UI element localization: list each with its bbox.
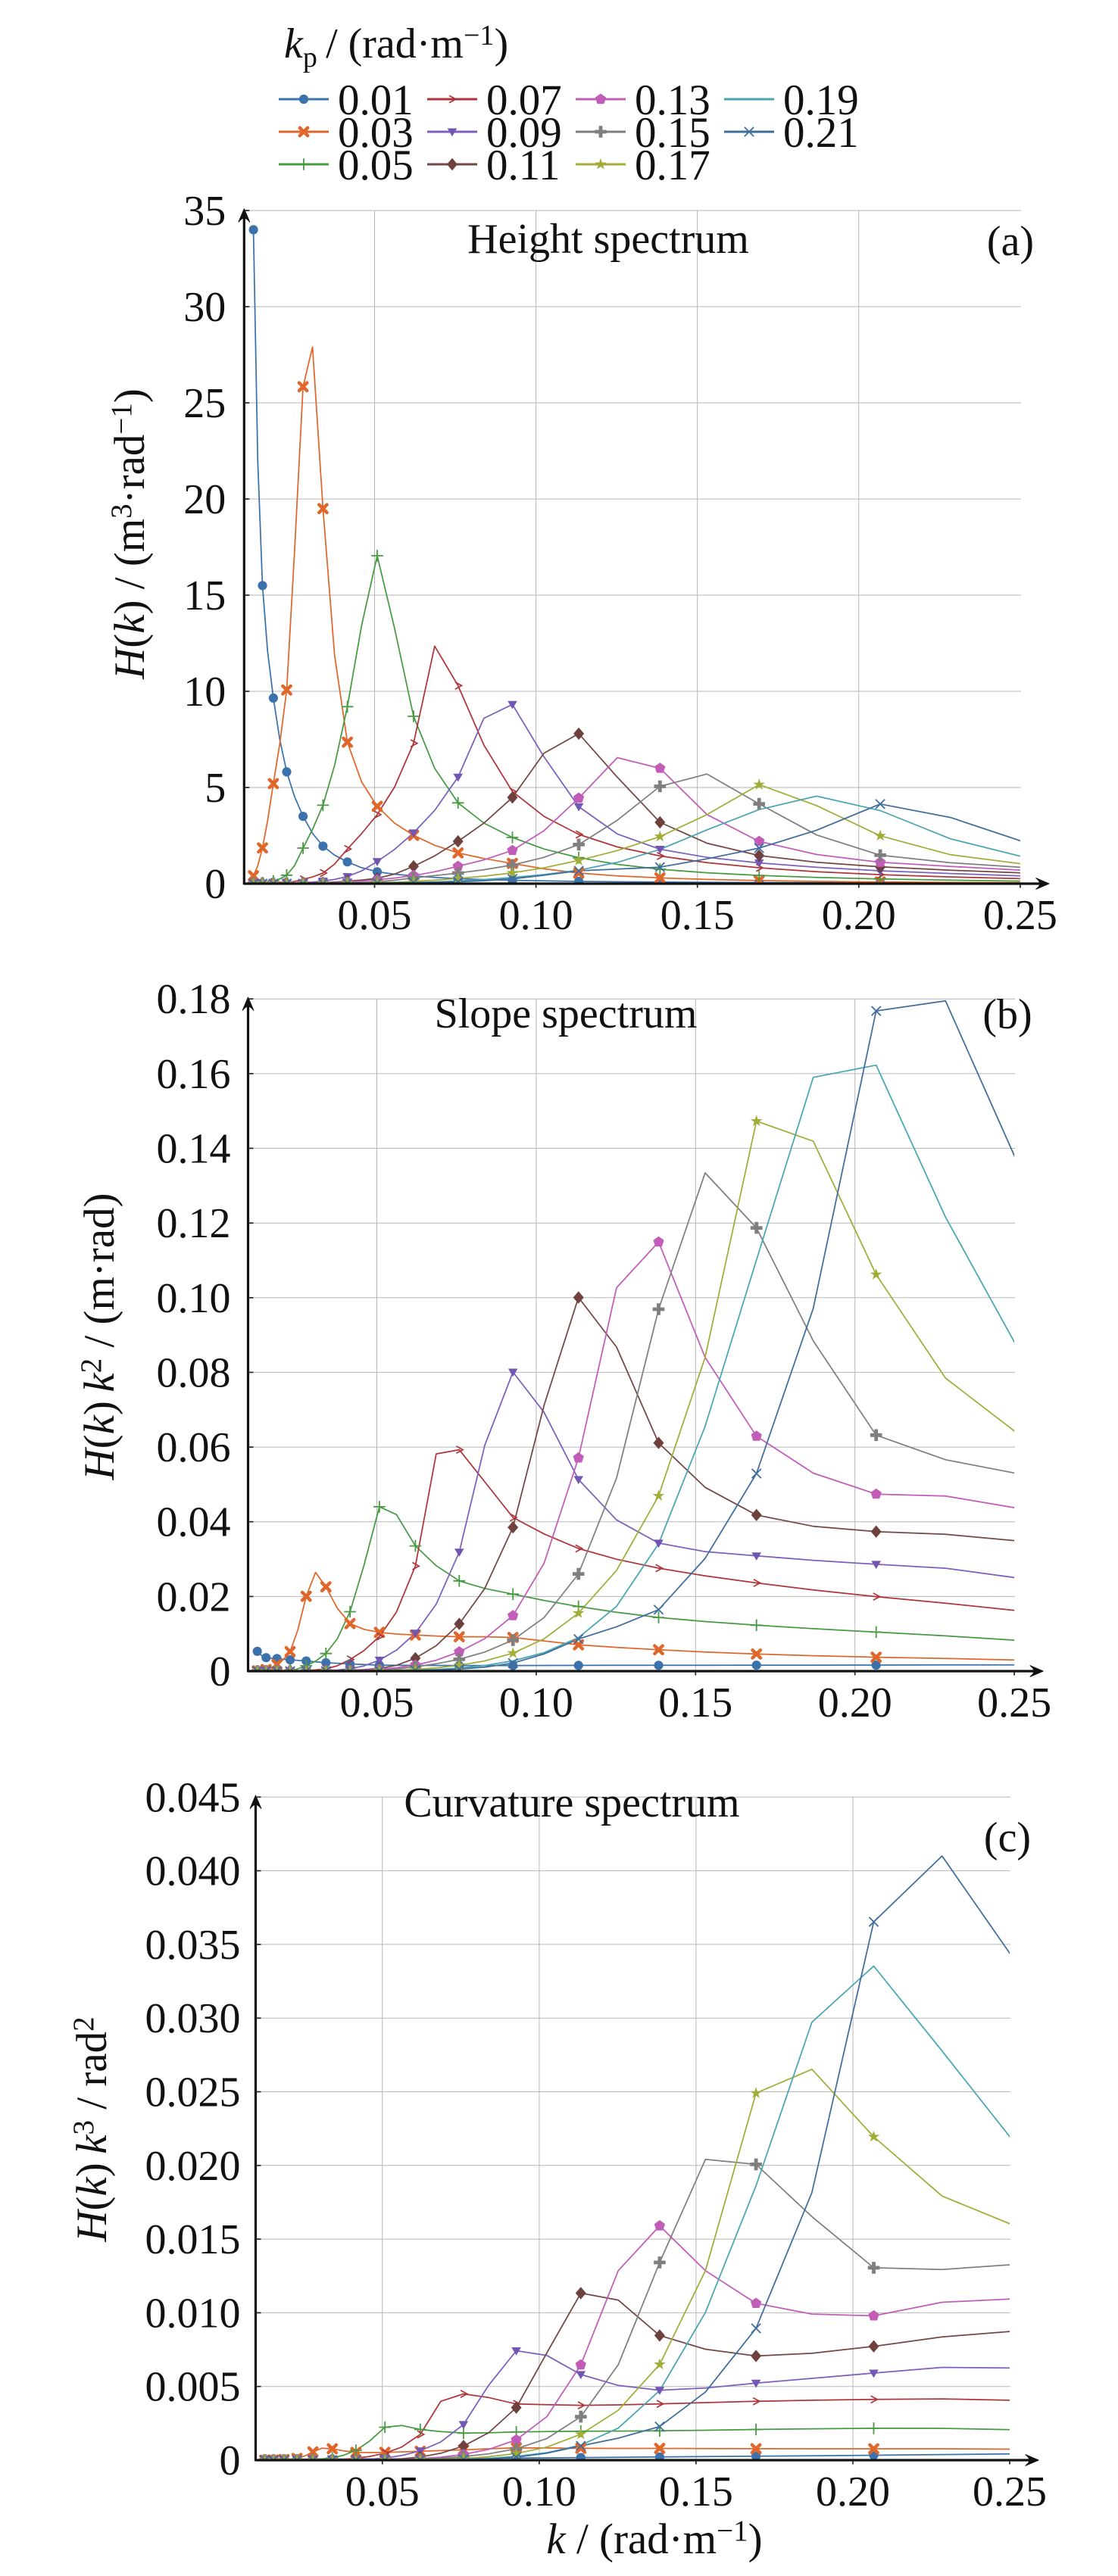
svg-text:0.16: 0.16 <box>157 1051 231 1098</box>
svg-text:10: 10 <box>183 669 226 716</box>
svg-text:0: 0 <box>210 1648 231 1695</box>
svg-text:0.10: 0.10 <box>157 1275 231 1322</box>
svg-text:0.005: 0.005 <box>145 2364 241 2411</box>
svg-text:Height spectrum: Height spectrum <box>467 216 749 263</box>
svg-text:35: 35 <box>183 188 226 235</box>
svg-text:0.06: 0.06 <box>157 1424 231 1471</box>
svg-text:0.20: 0.20 <box>818 1679 892 1726</box>
svg-text:0.13: 0.13 <box>635 76 710 124</box>
svg-text:H(k) k2 / (m·rad): H(k) k2 / (m·rad) <box>75 1193 123 1480</box>
svg-text:0.05: 0.05 <box>340 1679 414 1726</box>
svg-text:0.21: 0.21 <box>783 109 859 157</box>
svg-text:0.010: 0.010 <box>145 2290 241 2337</box>
svg-text:0.05: 0.05 <box>338 892 412 939</box>
svg-text:0.03: 0.03 <box>338 109 414 157</box>
svg-text:(b): (b) <box>982 991 1032 1038</box>
svg-text:0.015: 0.015 <box>145 2216 241 2263</box>
svg-text:0.045: 0.045 <box>145 1774 241 1821</box>
svg-text:0.025: 0.025 <box>145 2069 241 2116</box>
svg-text:0: 0 <box>205 861 226 908</box>
svg-text:0.04: 0.04 <box>157 1499 231 1546</box>
svg-text:0.20: 0.20 <box>816 2468 890 2515</box>
svg-text:0.030: 0.030 <box>145 1995 241 2042</box>
svg-text:H(k) / (m3·rad−1): H(k) / (m3·rad−1) <box>105 388 154 680</box>
svg-text:0.10: 0.10 <box>502 2468 576 2515</box>
svg-text:0.18: 0.18 <box>157 976 231 1023</box>
svg-text:Curvature spectrum: Curvature spectrum <box>404 1779 739 1826</box>
svg-text:0.01: 0.01 <box>338 76 414 124</box>
svg-text:0.25: 0.25 <box>977 1679 1051 1726</box>
svg-text:0.25: 0.25 <box>983 892 1057 939</box>
svg-text:0.20: 0.20 <box>822 892 896 939</box>
svg-text:0.15: 0.15 <box>660 892 735 939</box>
svg-text:0.040: 0.040 <box>145 1848 241 1895</box>
svg-text:0.19: 0.19 <box>783 76 859 124</box>
svg-text:0.10: 0.10 <box>499 1679 573 1726</box>
svg-text:0.11: 0.11 <box>486 142 561 189</box>
svg-text:30: 30 <box>183 284 226 331</box>
svg-text:0.035: 0.035 <box>145 1922 241 1969</box>
svg-text:0.09: 0.09 <box>486 109 562 157</box>
svg-text:0.15: 0.15 <box>659 2468 733 2515</box>
svg-text:0.020: 0.020 <box>145 2143 241 2190</box>
svg-text:kp / (rad·m−1): kp / (rad·m−1) <box>284 20 508 73</box>
svg-text:25: 25 <box>183 380 226 427</box>
svg-text:H(k) k3 / rad2: H(k) k3 / rad2 <box>67 2016 116 2242</box>
svg-text:20: 20 <box>183 476 226 523</box>
svg-text:0.12: 0.12 <box>157 1200 231 1247</box>
svg-text:Slope spectrum: Slope spectrum <box>435 990 698 1037</box>
svg-text:0.08: 0.08 <box>157 1349 231 1396</box>
svg-text:0.15: 0.15 <box>635 109 710 157</box>
svg-text:0.07: 0.07 <box>486 76 562 124</box>
svg-text:0.17: 0.17 <box>635 142 710 189</box>
svg-text:0.15: 0.15 <box>658 1679 732 1726</box>
svg-text:0.25: 0.25 <box>973 2468 1047 2515</box>
svg-text:(a): (a) <box>987 218 1034 265</box>
svg-text:0.05: 0.05 <box>338 142 414 189</box>
svg-text:0.02: 0.02 <box>157 1573 231 1620</box>
svg-text:0: 0 <box>220 2437 241 2484</box>
svg-text:(c): (c) <box>984 1814 1031 1861</box>
svg-text:0.14: 0.14 <box>157 1126 231 1173</box>
svg-text:0.10: 0.10 <box>499 892 573 939</box>
svg-text:15: 15 <box>183 572 226 619</box>
svg-text:0.05: 0.05 <box>345 2468 420 2515</box>
svg-text:5: 5 <box>205 765 226 812</box>
